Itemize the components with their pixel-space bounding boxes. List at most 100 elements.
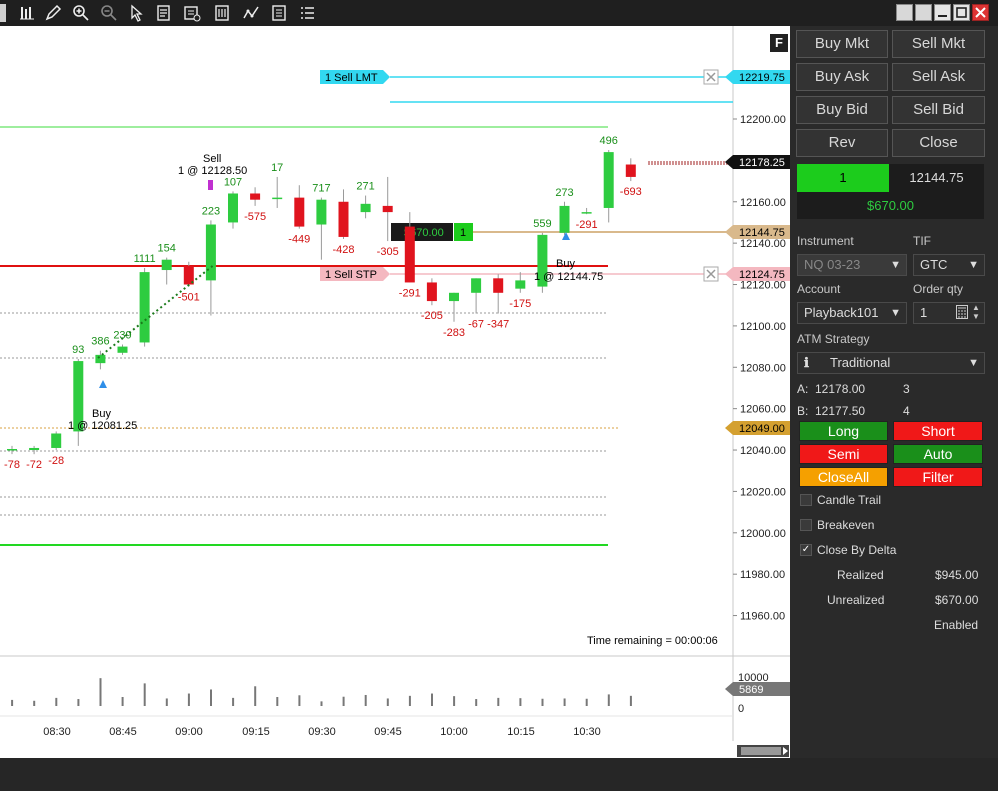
price-tick-label: 12020.00 bbox=[740, 486, 786, 498]
order-qty-stepper[interactable]: 1 ▲ ▼ bbox=[913, 302, 985, 324]
zoom-in-icon[interactable] bbox=[72, 4, 90, 22]
atm-strategy-select[interactable]: ℹ Traditional ▼ bbox=[797, 352, 985, 374]
close-window-button[interactable] bbox=[972, 4, 989, 21]
time-tick-label: 09:15 bbox=[242, 726, 270, 738]
price-chart[interactable]: 12200.0012180.0012160.0012140.0012120.00… bbox=[0, 26, 790, 758]
short-button[interactable]: Short bbox=[893, 421, 983, 441]
candle-body bbox=[493, 278, 504, 293]
delta-label: -347 bbox=[487, 318, 509, 330]
sell-mkt-button[interactable]: Sell Mkt bbox=[892, 30, 985, 58]
instrument-label: Instrument bbox=[797, 234, 854, 248]
account-value: Playback101 bbox=[804, 305, 879, 320]
account-select[interactable]: Playback101 ▼ bbox=[797, 302, 907, 324]
position-qty: 1 bbox=[797, 164, 889, 192]
buy-mkt-button[interactable]: Buy Mkt bbox=[796, 30, 888, 58]
volume-tag-bg bbox=[725, 682, 790, 696]
stepper-arrows-icon[interactable]: ▲ ▼ bbox=[972, 303, 980, 321]
ask-label: A: bbox=[797, 382, 809, 396]
tif-select[interactable]: GTC ▼ bbox=[913, 254, 985, 276]
delta-label: 271 bbox=[356, 181, 374, 193]
price-tick-label: 12200.00 bbox=[740, 114, 786, 126]
close-by-delta-checkbox[interactable]: ✓ bbox=[800, 544, 812, 556]
delta-label: -205 bbox=[421, 310, 443, 322]
atm-strategy-value: Traditional bbox=[830, 355, 891, 370]
price-tick-label: 12100.00 bbox=[740, 321, 786, 333]
calculator-icon[interactable] bbox=[956, 305, 968, 319]
price-tick-label: 12140.00 bbox=[740, 238, 786, 250]
maximize-button[interactable] bbox=[953, 4, 970, 21]
tif-label: TIF bbox=[913, 234, 931, 248]
bar-chart-icon[interactable] bbox=[18, 4, 36, 22]
f-badge[interactable]: F bbox=[770, 34, 788, 52]
candle-body bbox=[426, 282, 437, 302]
buy-bid-button[interactable]: Buy Bid bbox=[796, 96, 888, 124]
pencil-icon[interactable] bbox=[44, 4, 62, 22]
chart-trader-panel: Buy Mkt Sell Mkt Buy Ask Sell Ask Buy Bi… bbox=[790, 26, 998, 758]
list-icon[interactable] bbox=[298, 4, 316, 22]
candle-body bbox=[338, 201, 349, 237]
toolbar-grip-icon bbox=[0, 4, 6, 22]
rev-button[interactable]: Rev bbox=[796, 129, 888, 157]
bid-size: 4 bbox=[903, 404, 910, 418]
candle-body bbox=[29, 447, 40, 451]
chevron-down-icon: ▼ bbox=[968, 259, 979, 271]
sell-lmt-price-tag-bg bbox=[725, 70, 790, 84]
chart-panel[interactable]: 12200.0012180.0012160.0012140.0012120.00… bbox=[0, 26, 791, 758]
sell-bid-button[interactable]: Sell Bid bbox=[892, 96, 985, 124]
cancel-order-x-icon bbox=[706, 269, 716, 279]
candle-body bbox=[449, 292, 459, 302]
properties-icon[interactable] bbox=[155, 4, 173, 22]
account-label: Account bbox=[797, 282, 841, 296]
bid-label: B: bbox=[797, 404, 809, 418]
candle-body bbox=[95, 354, 106, 364]
candle-trail-checkbox[interactable] bbox=[800, 494, 812, 506]
text-list-icon[interactable] bbox=[270, 4, 288, 22]
delta-label: 496 bbox=[600, 135, 618, 147]
instrument-select[interactable]: NQ 03-23 ▼ bbox=[797, 254, 907, 276]
auto-button[interactable]: Auto bbox=[893, 444, 983, 464]
sell-ask-button[interactable]: Sell Ask bbox=[892, 63, 985, 91]
window-option2-button[interactable] bbox=[915, 4, 932, 21]
time-tick-label: 10:30 bbox=[573, 726, 601, 738]
buy-ask-button[interactable]: Buy Ask bbox=[796, 63, 888, 91]
chevron-down-icon: ▼ bbox=[890, 259, 901, 271]
price-tick-label: 12060.00 bbox=[740, 404, 786, 416]
realized-label: Realized bbox=[837, 568, 884, 582]
zoom-out-icon[interactable] bbox=[100, 4, 118, 22]
minimize-button[interactable] bbox=[934, 4, 951, 21]
semi-button[interactable]: Semi bbox=[799, 444, 888, 464]
info-icon: ℹ bbox=[804, 355, 809, 370]
delta-label: -283 bbox=[443, 327, 465, 339]
indicators-icon[interactable] bbox=[242, 4, 260, 22]
delta-label: 386 bbox=[91, 336, 109, 348]
close-position-button[interactable]: Close bbox=[892, 129, 985, 157]
delta-label: 559 bbox=[533, 218, 551, 230]
scroll-right-arrow-icon bbox=[783, 747, 788, 755]
strategy-icon[interactable] bbox=[213, 4, 231, 22]
data-box-icon[interactable] bbox=[183, 4, 201, 22]
window-option-button[interactable] bbox=[896, 4, 913, 21]
candle-body bbox=[73, 361, 84, 432]
time-remaining: Time remaining = 00:00:06 bbox=[587, 635, 718, 647]
candle-body bbox=[515, 280, 526, 289]
order-qty-label: Order qty bbox=[913, 282, 964, 296]
delta-label: 93 bbox=[72, 344, 84, 356]
time-tick-label: 09:45 bbox=[374, 726, 402, 738]
position-qty-label: 1 bbox=[460, 227, 466, 239]
chart-toolbar bbox=[0, 0, 998, 26]
last-price-tag-bg bbox=[725, 155, 790, 169]
breakeven-checkbox[interactable] bbox=[800, 519, 812, 531]
long-button[interactable]: Long bbox=[799, 421, 888, 441]
buy-arrow-icon bbox=[99, 380, 107, 402]
closeall-button[interactable]: CloseAll bbox=[799, 467, 888, 487]
sell-lmt-order-bg bbox=[320, 70, 390, 84]
candle-body bbox=[316, 199, 327, 225]
trade-connector-line bbox=[97, 263, 216, 359]
cursor-icon[interactable] bbox=[128, 4, 146, 22]
candle-body bbox=[360, 203, 371, 213]
filter-button[interactable]: Filter bbox=[893, 467, 983, 487]
buy1-detail: 1 @ 12081.25 bbox=[68, 420, 137, 432]
buy1-title: Buy bbox=[92, 408, 111, 420]
tif-value: GTC bbox=[920, 257, 948, 272]
delta-label: -67 bbox=[468, 318, 484, 330]
